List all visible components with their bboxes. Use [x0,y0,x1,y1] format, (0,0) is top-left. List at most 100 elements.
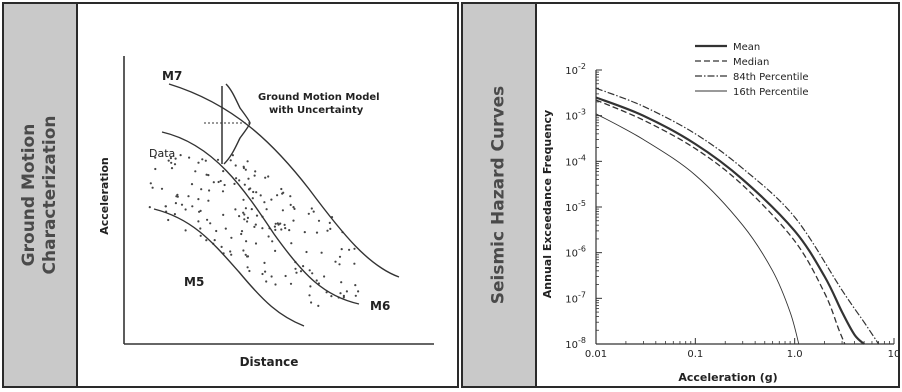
data-point [303,231,306,234]
data-point [340,281,343,284]
data-point [250,208,253,211]
data-point [216,158,220,161]
data-point [345,290,348,293]
data-point [289,195,292,198]
data-point [255,191,258,194]
curve-m7 [168,83,400,278]
data-point [317,304,320,307]
diagram-y-axis-label: Acceleration [98,157,111,235]
data-point [208,189,211,192]
data-point [274,228,277,231]
data-point [243,218,246,221]
data-point [197,198,200,201]
series-line-3 [595,113,800,345]
data-point [280,228,283,231]
y-tick-label: 10-5 [565,199,586,214]
data-point [263,201,266,204]
data-point [167,159,170,162]
data-point [200,188,203,191]
data-point [276,194,279,197]
data-point [267,235,270,238]
data-point [289,203,292,206]
label-data: Data [149,147,175,160]
chart-y-axis-label: Annual Exceedance Frequency [541,110,554,298]
y-tick-label: 10-2 [565,62,586,77]
data-point [353,262,356,265]
data-point [342,296,345,299]
data-point [170,167,174,170]
data-point [271,240,274,243]
data-point [246,220,249,223]
data-point [164,205,167,208]
data-point [233,182,236,185]
data-point [190,183,194,186]
data-point [217,180,220,184]
data-point [244,168,247,171]
series-line-0 [595,96,865,345]
data-point [176,193,179,196]
legend-label-3: 16th Percentile [733,87,809,98]
data-point [252,190,255,194]
data-point [199,227,202,230]
data-point [276,222,279,225]
data-point [173,213,176,216]
data-point [184,229,187,232]
data-point [201,158,204,161]
data-point [281,209,284,212]
data-point [265,280,268,283]
data-point [310,207,313,210]
data-point [242,211,245,214]
data-point [238,215,241,218]
data-point [209,222,212,225]
data-point [234,208,237,211]
data-point [326,229,329,232]
data-point [230,236,233,239]
data-point [308,294,311,297]
data-point [148,206,151,209]
data-point [204,159,207,162]
y-tick-label: 10-3 [565,108,586,123]
data-point [317,219,321,222]
ground-motion-diagram: Acceleration Distance M7 M6 M5 Data Grou… [98,56,434,369]
data-point [265,208,268,211]
data-point [292,219,295,222]
data-point [180,203,184,206]
data-point [242,249,245,252]
label-m6: M6 [370,299,390,313]
data-point [308,269,311,272]
y-tick-label: 10-7 [565,290,586,305]
data-point [305,250,308,254]
data-point [174,202,177,205]
hazard-curves-chart: Mean Median 84th Percentile 16th Percentile… [541,42,898,384]
y-tick-label: 10-6 [565,245,586,260]
data-point [244,253,247,256]
data-point [263,261,266,264]
data-point [261,272,264,276]
data-point [338,255,342,258]
data-point [242,166,245,170]
y-tick-label: 10-4 [565,153,586,168]
data-point [310,301,313,304]
data-point [197,161,200,164]
legend-label-1: Median [733,57,769,68]
data-point [160,187,164,190]
data-point [334,260,337,263]
data-point [220,245,223,248]
data-point [323,275,326,278]
data-point [188,156,191,159]
data-point [197,220,200,223]
data-point [207,199,210,202]
data-point [170,161,173,164]
data-point [315,231,319,234]
data-point [295,271,298,274]
data-point [174,157,177,160]
data-point [246,266,249,269]
data-point [340,248,343,251]
data-point [151,186,154,189]
data-point [187,195,190,198]
data-point [339,292,342,295]
data-point [243,183,246,186]
data-point [219,179,222,183]
data-point [246,216,249,219]
data-point [254,223,257,226]
